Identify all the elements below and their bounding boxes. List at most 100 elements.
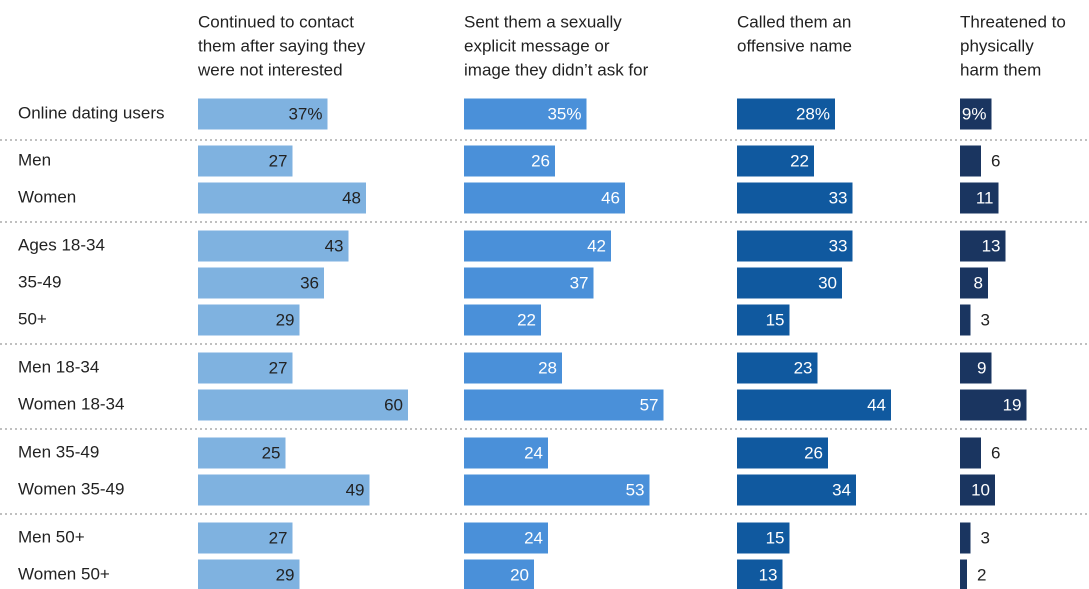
data-label: 9%: [962, 104, 987, 123]
bar: [960, 352, 992, 384]
column-header-2-line-1: Sent them a sexually: [464, 12, 622, 31]
data-label: 37: [570, 273, 589, 292]
column-headers: Continued to contact them after saying th…: [197, 12, 1066, 79]
bar: [198, 522, 293, 554]
bar: [198, 474, 370, 506]
data-label: 13: [759, 565, 778, 584]
bar: [960, 98, 992, 130]
data-label: 2: [977, 565, 986, 584]
data-label: 60: [384, 395, 403, 414]
bar: [198, 98, 328, 130]
bar: [464, 145, 555, 177]
bar: [737, 230, 853, 262]
row-label: Women 35-49: [18, 479, 124, 498]
column-header-3-line-2: offensive name: [737, 36, 852, 55]
column-header-4-line-3: harm them: [960, 60, 1041, 79]
bar: [960, 474, 995, 506]
bar: [737, 267, 842, 299]
data-label: 46: [601, 188, 620, 207]
data-label: 24: [524, 528, 543, 547]
data-label: 22: [790, 151, 809, 170]
bar: [737, 389, 891, 421]
row-label: Men 35-49: [18, 442, 99, 461]
bar: [198, 352, 293, 384]
bar: [737, 559, 783, 589]
bar: [960, 559, 967, 589]
bar: [198, 389, 408, 421]
data-label: 25: [262, 443, 281, 462]
bar: [960, 304, 971, 336]
data-label: 48: [342, 188, 361, 207]
bar: [464, 474, 650, 506]
bar: [198, 267, 324, 299]
bar: [464, 437, 548, 469]
row-label: Men 50+: [18, 527, 85, 546]
data-label: 34: [832, 480, 851, 499]
data-label: 9: [977, 358, 986, 377]
row-label: Men 18-34: [18, 357, 99, 376]
data-label: 35%: [547, 104, 581, 123]
bar: [464, 559, 534, 589]
row-label: Women 18-34: [18, 394, 124, 413]
data-label: 15: [766, 528, 785, 547]
data-label: 8: [974, 273, 983, 292]
bar: [960, 145, 981, 177]
data-label: 22: [517, 310, 536, 329]
column-header-4-line-2: physically: [960, 36, 1034, 55]
data-label: 42: [587, 236, 606, 255]
data-label: 20: [510, 565, 529, 584]
bar: [464, 230, 611, 262]
bar: [737, 98, 835, 130]
bar: [737, 304, 790, 336]
bar: [464, 522, 548, 554]
data-label: 3: [981, 528, 990, 547]
column-header-3-line-1: Called them an: [737, 12, 851, 31]
data-label: 24: [524, 443, 543, 462]
bar: [960, 267, 988, 299]
data-label: 10: [971, 480, 990, 499]
data-label: 15: [766, 310, 785, 329]
data-label: 11: [976, 188, 994, 207]
row-labels: Online dating users Men Women Ages 18-34 35-…: [18, 103, 164, 583]
data-label: 33: [829, 188, 848, 207]
data-label: 57: [640, 395, 659, 414]
bar: [198, 230, 349, 262]
data-label: 33: [829, 236, 848, 255]
data-label: 26: [531, 151, 550, 170]
data-label: 43: [325, 236, 344, 255]
row-label: Ages 18-34: [18, 235, 105, 254]
data-label: 6: [991, 443, 1000, 462]
data-label: 27: [269, 358, 288, 377]
bar: [464, 352, 562, 384]
data-label: 3: [981, 310, 990, 329]
bar: [737, 522, 790, 554]
data-label: 23: [794, 358, 813, 377]
row-label: Women 50+: [18, 564, 110, 583]
bar: [960, 389, 1027, 421]
data-label: 27: [269, 528, 288, 547]
row-label: 35-49: [18, 272, 61, 291]
data-label: 29: [276, 310, 295, 329]
data-label: 44: [867, 395, 886, 414]
bar: [737, 145, 814, 177]
bar: [198, 437, 286, 469]
bar: [198, 304, 300, 336]
column-header-4-line-1: Threatened to: [960, 12, 1066, 31]
bar: [960, 522, 971, 554]
bar: [464, 304, 541, 336]
data-label: 28: [538, 358, 557, 377]
group-separators: [0, 139, 1089, 515]
data-label: 30: [818, 273, 837, 292]
column-header-1-line-2: them after saying they: [198, 36, 366, 55]
bar: [737, 437, 828, 469]
bar: [198, 559, 300, 589]
bars: 37%274843362927602549272935%264642372228…: [198, 98, 1027, 589]
data-label: 13: [982, 236, 1001, 255]
bar: [960, 182, 999, 214]
data-label: 49: [346, 480, 365, 499]
bar: [198, 145, 293, 177]
data-label: 6: [991, 151, 1000, 170]
bar: [737, 182, 853, 214]
data-label: 26: [804, 443, 823, 462]
